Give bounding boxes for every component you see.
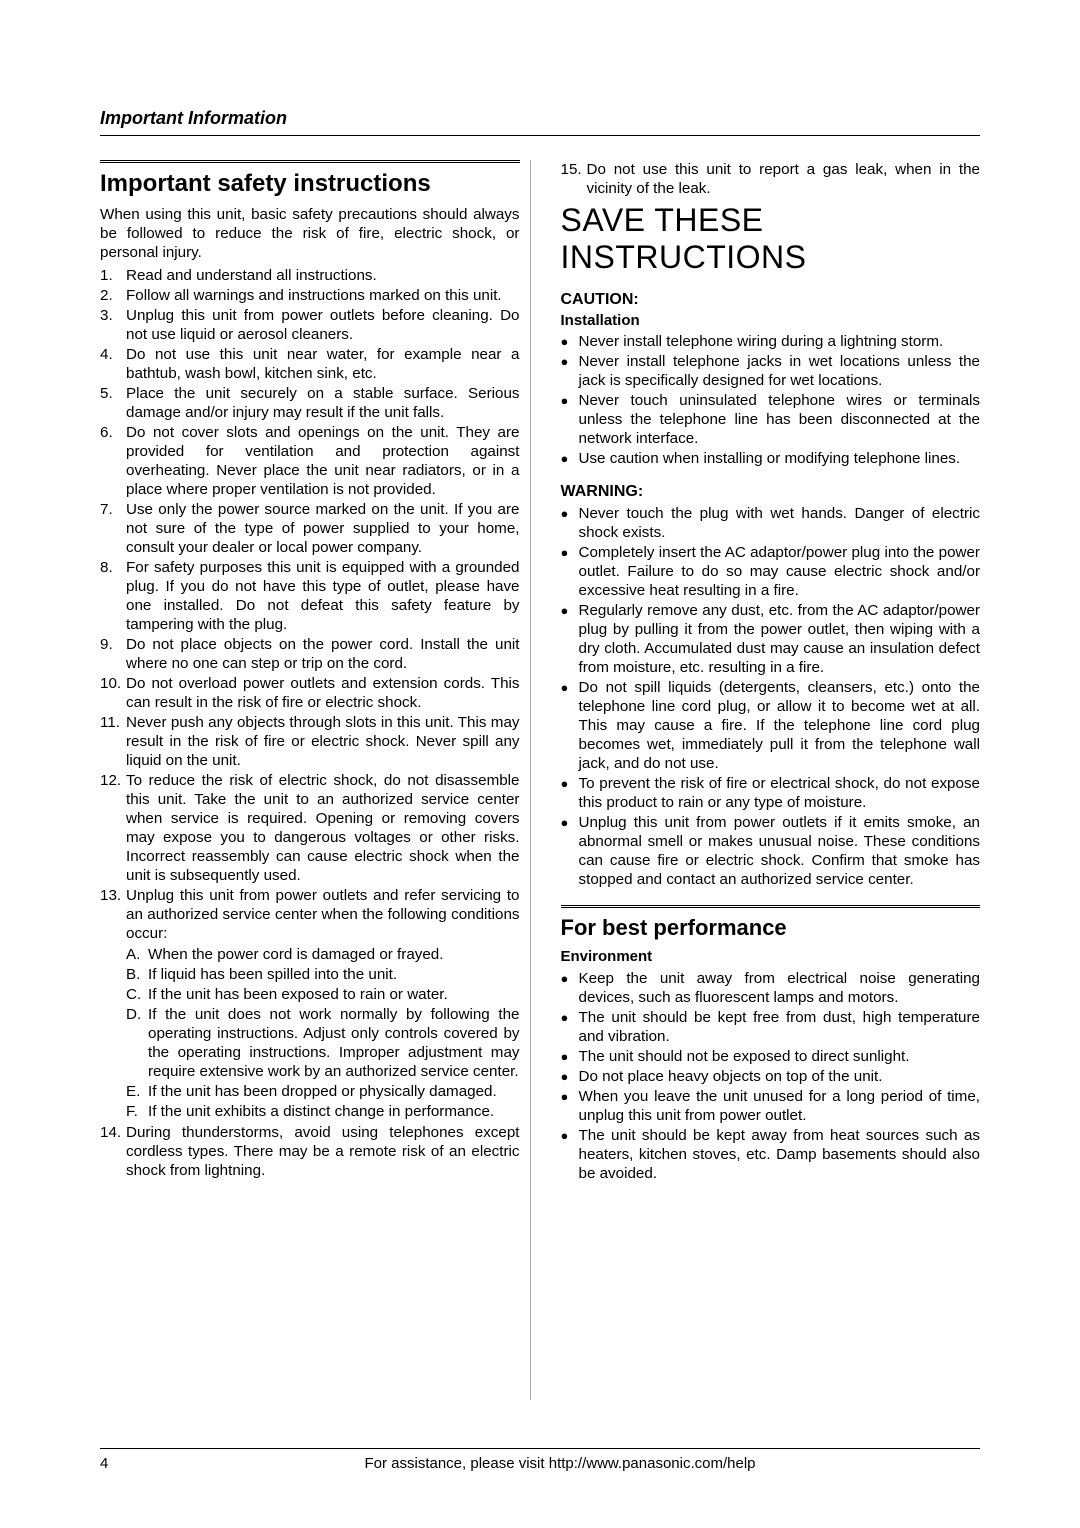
list-item: B.If liquid has been spilled into the un… [126, 965, 520, 984]
list-item: 5.Place the unit securely on a stable su… [100, 384, 520, 422]
sub-list: A.When the power cord is damaged or fray… [126, 945, 520, 1121]
page-number: 4 [100, 1455, 140, 1472]
list-item: 3.Unplug this unit from power outlets be… [100, 306, 520, 344]
rule [100, 160, 520, 163]
list-item: 8.For safety purposes this unit is equip… [100, 558, 520, 634]
list-item: 7.Use only the power source marked on th… [100, 500, 520, 557]
performance-sub: Environment [561, 948, 981, 967]
list-item: ●Regularly remove any dust, etc. from th… [561, 601, 981, 677]
list-item: ●To prevent the risk of fire or electric… [561, 774, 981, 812]
safety-title: Important safety instructions [100, 169, 520, 199]
list-item: 9.Do not place objects on the power cord… [100, 635, 520, 673]
page-footer: 4 For assistance, please visit http://ww… [100, 1448, 980, 1472]
list-item: 10.Do not overload power outlets and ext… [100, 674, 520, 712]
list-item: ●The unit should not be exposed to direc… [561, 1047, 981, 1066]
list-item: 12.To reduce the risk of electric shock,… [100, 771, 520, 885]
list-item: ●Completely insert the AC adaptor/power … [561, 543, 981, 600]
section-header: Important Information [100, 108, 980, 136]
list-item: 11.Never push any objects through slots … [100, 713, 520, 770]
safety-list: 1.Read and understand all instructions. … [100, 266, 520, 1180]
list-item: ●Unplug this unit from power outlets if … [561, 813, 981, 889]
rule [561, 905, 981, 908]
caution-list: ●Never install telephone wiring during a… [561, 332, 981, 468]
list-item: 13. Unplug this unit from power outlets … [100, 886, 520, 1122]
list-item: F.If the unit exhibits a distinct change… [126, 1102, 520, 1121]
list-item: C.If the unit has been exposed to rain o… [126, 985, 520, 1004]
list-item: 6.Do not cover slots and openings on the… [100, 423, 520, 499]
list-item: E.If the unit has been dropped or physic… [126, 1082, 520, 1101]
list-item: ●Do not place heavy objects on top of th… [561, 1067, 981, 1086]
performance-title: For best performance [561, 914, 981, 942]
list-item: ●When you leave the unit unused for a lo… [561, 1087, 981, 1125]
safety-intro: When using this unit, basic safety preca… [100, 205, 520, 262]
list-item: 2.Follow all warnings and instructions m… [100, 286, 520, 305]
performance-list: ●Keep the unit away from electrical nois… [561, 969, 981, 1183]
footer-text: For assistance, please visit http://www.… [140, 1455, 980, 1472]
list-item: ●The unit should be kept away from heat … [561, 1126, 981, 1183]
list-item: A.When the power cord is damaged or fray… [126, 945, 520, 964]
warning-heading: WARNING: [561, 482, 981, 502]
list-item: ●Never touch the plug with wet hands. Da… [561, 504, 981, 542]
list-item: ●Do not spill liquids (detergents, clean… [561, 678, 981, 773]
list-item: D.If the unit does not work normally by … [126, 1005, 520, 1081]
list-item: ●Never install telephone wiring during a… [561, 332, 981, 351]
caution-sub: Installation [561, 312, 981, 331]
warning-list: ●Never touch the plug with wet hands. Da… [561, 504, 981, 889]
safety-list-cont: 15.Do not use this unit to report a gas … [561, 160, 981, 198]
list-item: ●Never touch uninsulated telephone wires… [561, 391, 981, 448]
save-instructions-title: SAVE THESE INSTRUCTIONS [561, 202, 981, 276]
right-column: 15.Do not use this unit to report a gas … [551, 160, 981, 1400]
list-item: 1.Read and understand all instructions. [100, 266, 520, 285]
list-item: ●Use caution when installing or modifyin… [561, 449, 981, 468]
left-column: Important safety instructions When using… [100, 160, 531, 1400]
list-item: 4.Do not use this unit near water, for e… [100, 345, 520, 383]
list-item: ●Never install telephone jacks in wet lo… [561, 352, 981, 390]
list-item: ●Keep the unit away from electrical nois… [561, 969, 981, 1007]
list-item: ●The unit should be kept free from dust,… [561, 1008, 981, 1046]
list-item: 15.Do not use this unit to report a gas … [561, 160, 981, 198]
list-item: 14.During thunderstorms, avoid using tel… [100, 1123, 520, 1180]
caution-heading: CAUTION: [561, 290, 981, 310]
two-column-layout: Important safety instructions When using… [100, 160, 980, 1400]
